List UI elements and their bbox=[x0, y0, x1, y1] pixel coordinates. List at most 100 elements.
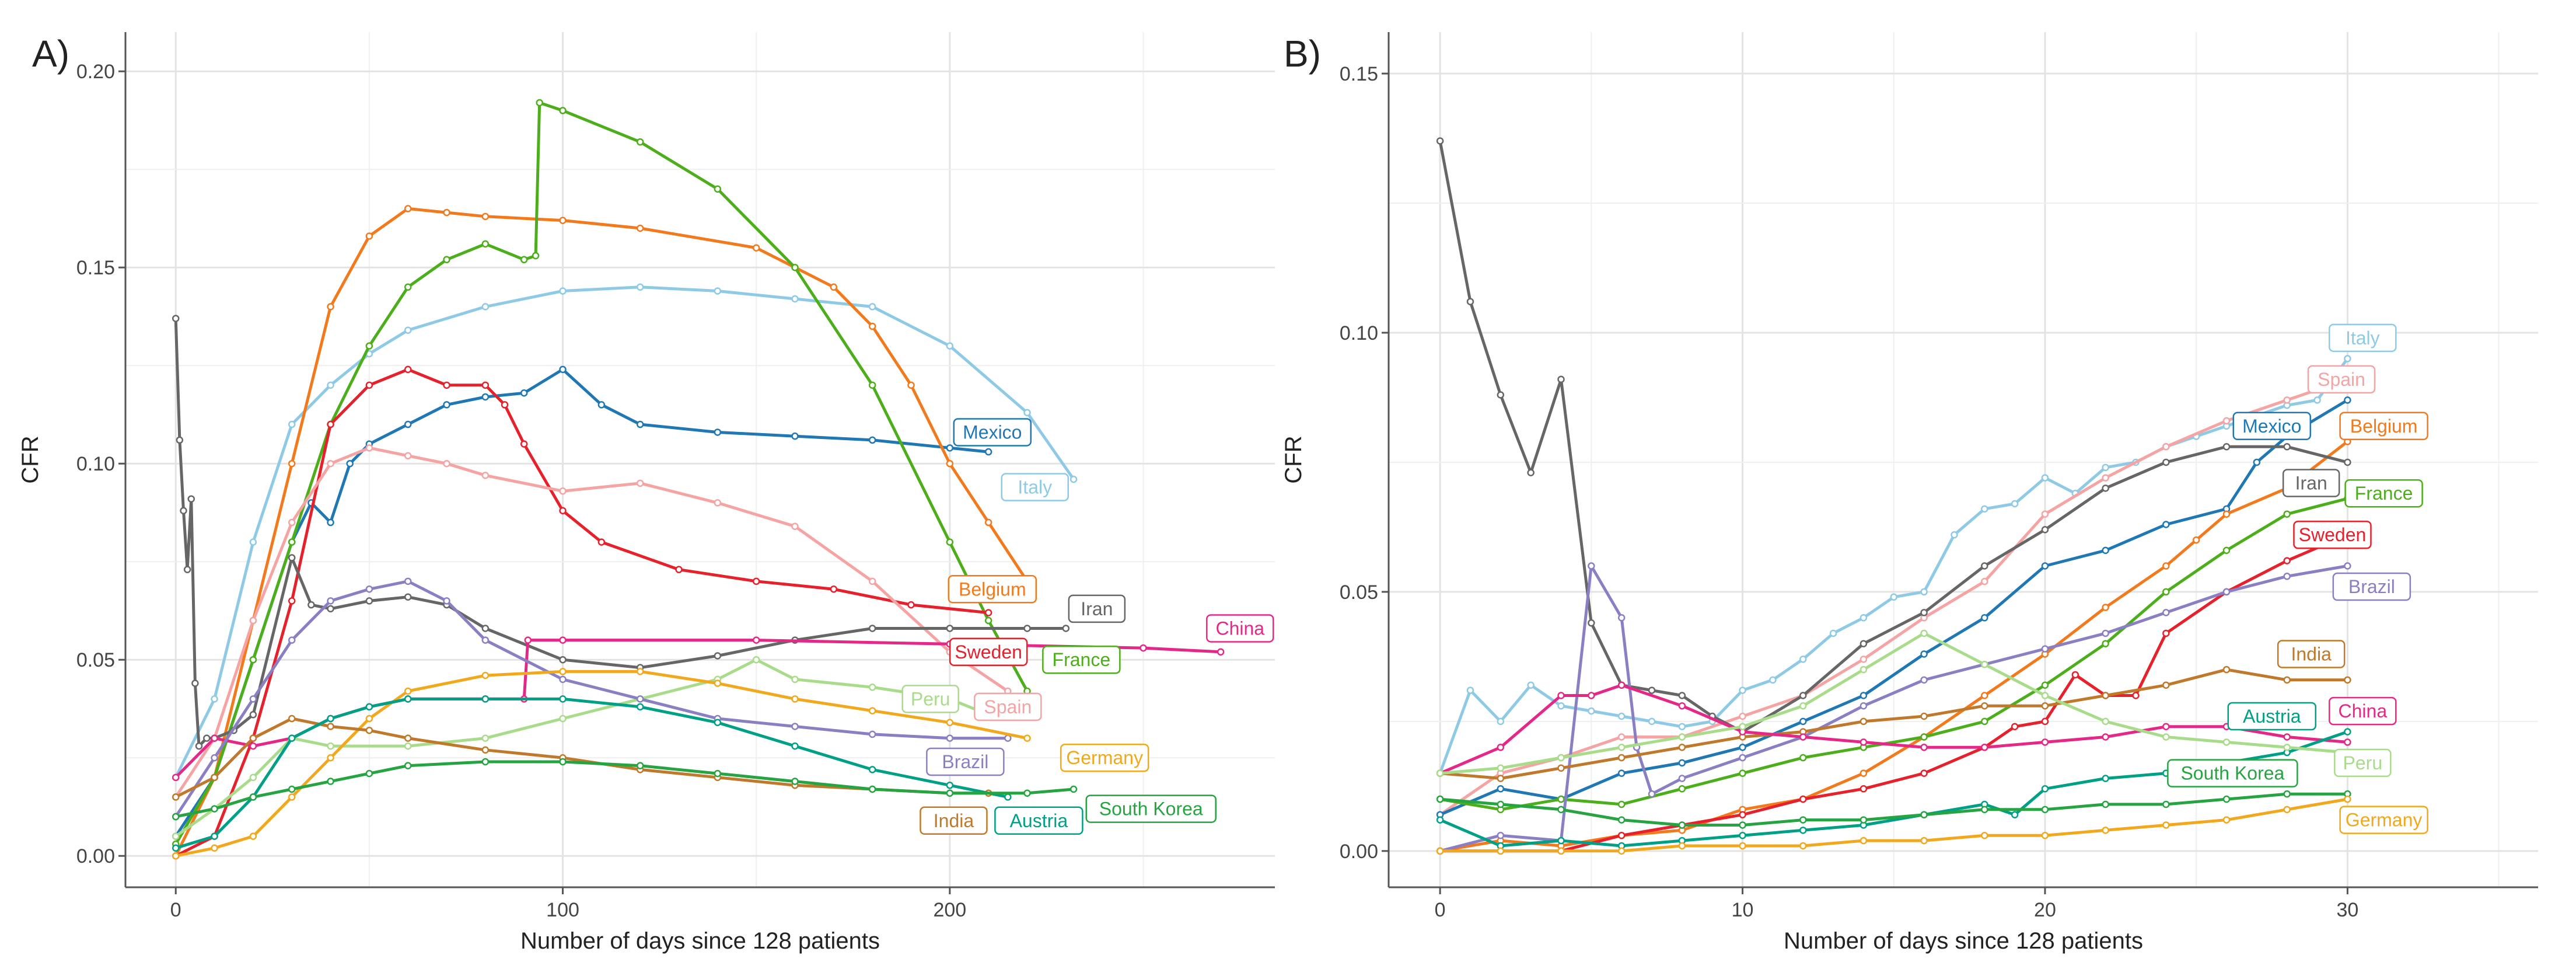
x-axis-title: Number of days since 128 patients bbox=[520, 928, 880, 954]
data-point-south-korea bbox=[1860, 816, 1868, 824]
data-point-germany bbox=[1981, 831, 1988, 839]
series-line-spain bbox=[174, 446, 1009, 799]
data-point-austria bbox=[1004, 793, 1012, 801]
label-text: France bbox=[1053, 649, 1111, 670]
data-point-iran bbox=[203, 734, 211, 742]
data-point-italy bbox=[2011, 500, 2019, 508]
data-point-italy bbox=[1739, 686, 1746, 694]
series-label-belgium: Belgium bbox=[2339, 412, 2428, 441]
x-tick-label: 200 bbox=[933, 899, 966, 921]
data-point-france bbox=[559, 107, 567, 114]
label-text: China bbox=[2339, 700, 2388, 721]
data-point-india bbox=[404, 734, 412, 742]
data-point-sweden bbox=[365, 381, 373, 389]
label-box bbox=[948, 575, 1037, 604]
label-box bbox=[2329, 696, 2397, 726]
series-label-spain: Spain bbox=[2307, 365, 2376, 394]
data-point-sweden bbox=[327, 420, 334, 428]
data-point-peru bbox=[249, 773, 257, 782]
data-point-south-korea bbox=[1678, 821, 1686, 829]
data-point-iran bbox=[183, 566, 191, 573]
data-point-italy bbox=[1799, 656, 1807, 663]
data-point-iran bbox=[404, 593, 412, 601]
data-point-india bbox=[2283, 676, 2291, 684]
series-labels: Mexico Italy Belgium France Sweden Spain Iran C… bbox=[901, 418, 1274, 835]
series-label-mexico: Mexico bbox=[2232, 412, 2312, 441]
data-point-italy bbox=[249, 538, 257, 546]
data-point-mexico bbox=[2344, 396, 2351, 404]
data-point-france bbox=[2041, 681, 2049, 689]
series-label-peru: Peru bbox=[2334, 748, 2392, 778]
data-point-iran bbox=[2222, 443, 2231, 451]
label-text: Italy bbox=[2346, 327, 2380, 348]
data-point-china bbox=[1497, 744, 1505, 751]
series-label-italy: Italy bbox=[1001, 473, 1069, 501]
data-point-mexico bbox=[443, 401, 450, 409]
data-point-sweden bbox=[288, 597, 296, 605]
data-point-iran bbox=[1527, 469, 1535, 476]
data-point-iran bbox=[187, 495, 195, 503]
data-point-india bbox=[172, 793, 180, 801]
data-point-india bbox=[249, 734, 257, 742]
y-axis-title: CFR bbox=[18, 435, 43, 483]
data-point-germany bbox=[1617, 847, 1626, 855]
data-point-france bbox=[2283, 510, 2291, 518]
data-point-mexico bbox=[2041, 562, 2049, 570]
data-point-sweden bbox=[501, 401, 509, 409]
data-point-italy bbox=[559, 287, 567, 295]
data-point-austria bbox=[946, 782, 954, 789]
series-line-peru bbox=[1438, 632, 2349, 775]
data-point-iran bbox=[176, 436, 184, 444]
series-label-france: France bbox=[2344, 479, 2423, 508]
y-tick-label: 0.00 bbox=[1340, 841, 1378, 863]
data-point-mexico bbox=[1678, 759, 1686, 767]
data-point-sweden bbox=[520, 440, 528, 448]
label-box bbox=[901, 685, 959, 713]
data-point-mexico bbox=[984, 448, 992, 456]
data-point-belgium bbox=[868, 322, 876, 330]
label-box bbox=[2293, 520, 2372, 549]
data-point-south-korea bbox=[172, 813, 180, 821]
data-point-india bbox=[211, 773, 218, 782]
data-point-brazil bbox=[481, 636, 490, 644]
data-point-germany bbox=[327, 754, 334, 762]
series-label-france: France bbox=[1042, 645, 1121, 674]
data-point-south-korea bbox=[2102, 800, 2109, 808]
data-point-austria bbox=[327, 714, 334, 723]
series-label-austria: Austria bbox=[994, 806, 1083, 835]
data-point-china bbox=[211, 734, 218, 742]
label-box bbox=[2307, 365, 2376, 394]
label-box bbox=[1060, 743, 1149, 772]
series-line-peru bbox=[174, 658, 990, 838]
data-point-china bbox=[1981, 744, 1988, 751]
data-point-belgium bbox=[404, 205, 412, 212]
data-point-brazil bbox=[327, 597, 334, 605]
series-labels: Italy Spain Mexico Belgium Iran France Sweden B… bbox=[2167, 323, 2428, 834]
data-point-india bbox=[288, 714, 296, 723]
data-point-italy bbox=[1023, 409, 1031, 417]
label-box bbox=[2334, 748, 2392, 778]
data-point-peru bbox=[172, 832, 180, 840]
data-point-brazil bbox=[559, 675, 567, 684]
data-point-brazil bbox=[946, 734, 954, 742]
data-point-italy bbox=[1527, 681, 1535, 689]
data-point-brazil bbox=[2162, 609, 2170, 616]
data-point-sweden bbox=[1617, 831, 1626, 839]
panel-b: B) 0 10 20 30 0.00 0.05 0.10 0.15 Number of days… bbox=[1284, 0, 2567, 969]
series-line-france bbox=[174, 101, 1029, 846]
data-point-france bbox=[2102, 640, 2109, 647]
y-tick-label: 0.15 bbox=[1340, 63, 1378, 85]
label-text: South Korea bbox=[1099, 799, 1203, 820]
x-tick-label: 100 bbox=[546, 899, 579, 921]
data-point-sweden bbox=[2041, 717, 2049, 726]
data-point-iran bbox=[249, 711, 257, 719]
data-point-mexico bbox=[327, 518, 334, 527]
data-point-mexico bbox=[791, 432, 799, 440]
series-label-china: China bbox=[2329, 696, 2397, 726]
data-point-peru bbox=[2222, 738, 2231, 746]
data-point-sweden bbox=[1739, 811, 1746, 818]
data-point-iran bbox=[195, 742, 203, 750]
label-text: Iran bbox=[1081, 598, 1113, 619]
data-point-mexico bbox=[404, 420, 412, 428]
data-point-iran bbox=[2283, 443, 2291, 451]
